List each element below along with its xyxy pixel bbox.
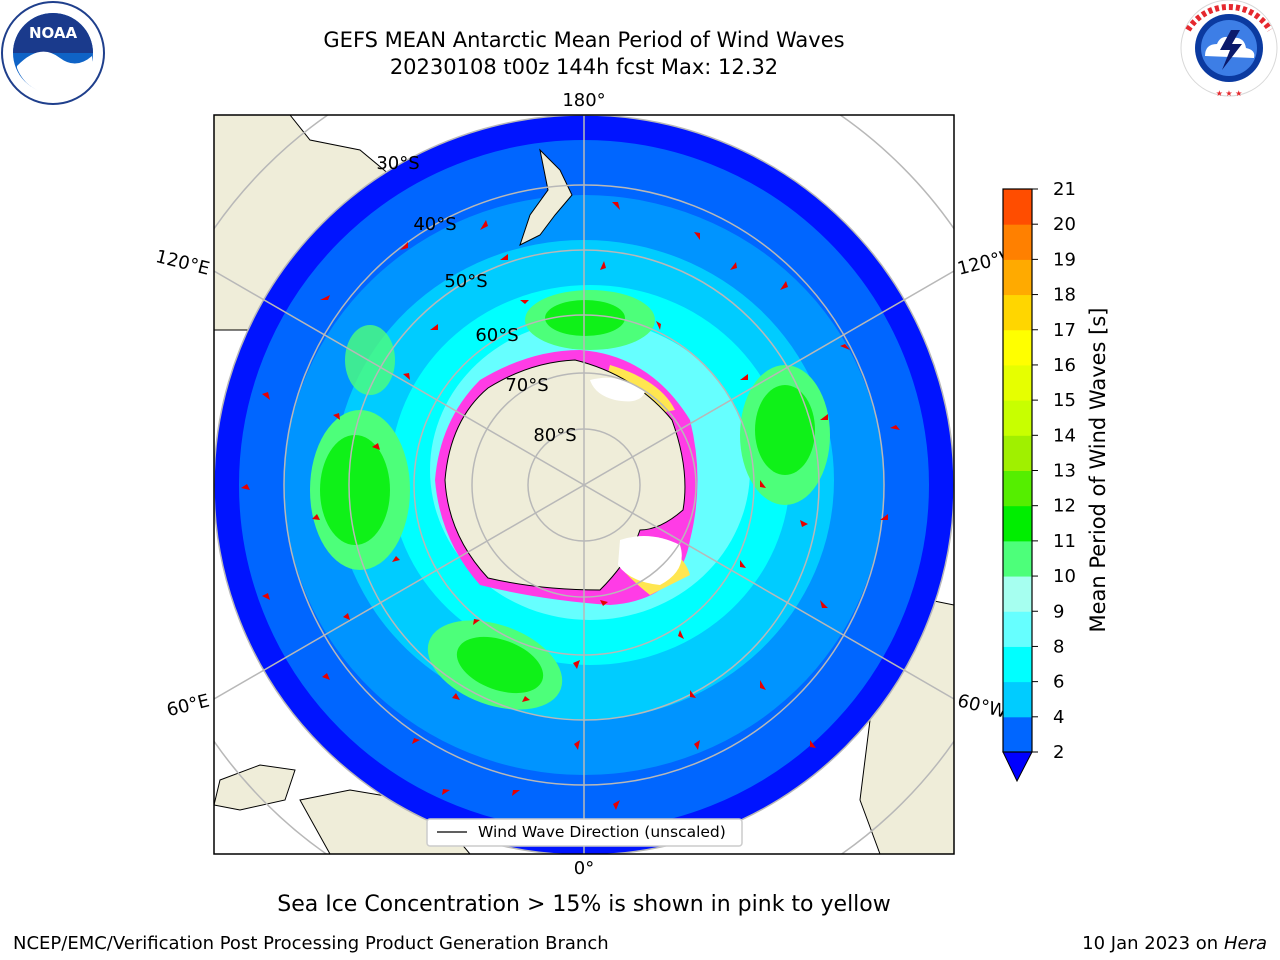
ice-shelf-weddell [618, 536, 682, 585]
footer-date: 10 Jan 2023 on Hera [1082, 933, 1267, 954]
lat-label: 60°S [475, 325, 518, 346]
colorbar-tick-label: 4 [1053, 707, 1064, 728]
colorbar-tick-label: 20 [1053, 214, 1076, 235]
land-new-zealand [519, 148, 573, 246]
colorbar-segment [1003, 576, 1032, 612]
map-area [214, 115, 954, 854]
colorbar-tick-label: 6 [1053, 672, 1064, 693]
footer-host: Hera [1223, 933, 1267, 954]
latitude-labels: 30°S 40°S 50°S 60°S 70°S 80°S [376, 153, 576, 446]
colorbar-segment [1003, 505, 1032, 542]
graticule [214, 115, 954, 854]
nws-logo: ★ ★ ★ [1180, 0, 1278, 98]
footer-date-text: 10 Jan 2023 on [1082, 933, 1224, 954]
colorbar-segment [1003, 224, 1032, 260]
colorbar-segment [1003, 681, 1032, 718]
colorbar-tick-label: 12 [1053, 496, 1076, 517]
colorbar-tick-label: 9 [1053, 601, 1064, 622]
colorbar-segment [1003, 716, 1032, 753]
chart-title: GEFS MEAN Antarctic Mean Period of Wind … [323, 28, 845, 52]
lon-label-lower-left: 60°E [165, 690, 212, 721]
colorbar: 2 4 6 8 9 10 11 12 13 14 15 16 17 18 19 20 21 Mean Perio… [1002, 179, 1110, 783]
lat-label: 80°S [533, 425, 576, 446]
footer-credit: NCEP/EMC/Verification Post Processing Pr… [13, 933, 609, 954]
colorbar-segment [1003, 646, 1032, 683]
colorbar-tick-label: 18 [1053, 285, 1076, 306]
colorbar-tick-label: 15 [1053, 390, 1076, 411]
colorbar-segment [1003, 400, 1032, 436]
colorbar-tick-label: 13 [1053, 461, 1076, 482]
lon-label-lower-right: 60°W [955, 690, 1009, 722]
lon-label-upper-left: 120°E [153, 246, 211, 280]
legend-label: Wind Wave Direction (unscaled) [478, 823, 726, 841]
colorbar-tick-label: 11 [1053, 531, 1076, 552]
colorbar-segment [1003, 329, 1032, 366]
noaa-logo-text: NOAA [29, 24, 78, 42]
colorbar-tick-label: 21 [1053, 179, 1076, 200]
lat-label: 30°S [376, 153, 419, 174]
colorbar-segment [1003, 470, 1032, 507]
colorbar-extend-arrow [1002, 751, 1033, 783]
noaa-logo: NOAA [1, 1, 105, 105]
colorbar-tick-label: 16 [1053, 355, 1076, 376]
colorbar-segment [1003, 364, 1032, 401]
wind-wave-arrows [241, 202, 900, 810]
colorbar-segment [1003, 435, 1032, 471]
colorbar-segment [1003, 540, 1032, 577]
land-madagascar [214, 764, 296, 811]
colorbar-label: Mean Period of Wind Waves [s] [1086, 308, 1110, 633]
lat-label: 70°S [505, 375, 548, 396]
colorbar-tick-label: 8 [1053, 636, 1064, 657]
lon-label-bottom: 0° [574, 858, 594, 879]
map-frame [213, 114, 955, 855]
svg-text:★ ★ ★: ★ ★ ★ [1216, 89, 1243, 98]
colorbar-tick-label: 19 [1053, 249, 1076, 270]
colorbar-segment [1003, 259, 1032, 296]
lon-label-top: 180° [562, 90, 605, 111]
colorbar-tick-label: 10 [1053, 566, 1076, 587]
longitude-labels: 180° 0° 120°E 120°W 60°E 60°W [153, 90, 1019, 879]
colorbar-segment [1003, 189, 1032, 225]
colorbar-tick-label: 14 [1053, 425, 1076, 446]
lat-label: 40°S [413, 214, 456, 235]
colorbar-segment [1003, 294, 1032, 331]
sea-ice-caption: Sea Ice Concentration > 15% is shown in … [277, 892, 891, 917]
colorbar-segment [1003, 611, 1032, 647]
chart-subtitle: 20230108 t00z 144h fcst Max: 12.32 [389, 55, 779, 79]
colorbar-tick-label: 17 [1053, 320, 1076, 341]
lat-label: 50°S [444, 271, 487, 292]
colorbar-tick-label: 2 [1053, 742, 1064, 763]
map-legend: Wind Wave Direction (unscaled) [426, 818, 743, 847]
